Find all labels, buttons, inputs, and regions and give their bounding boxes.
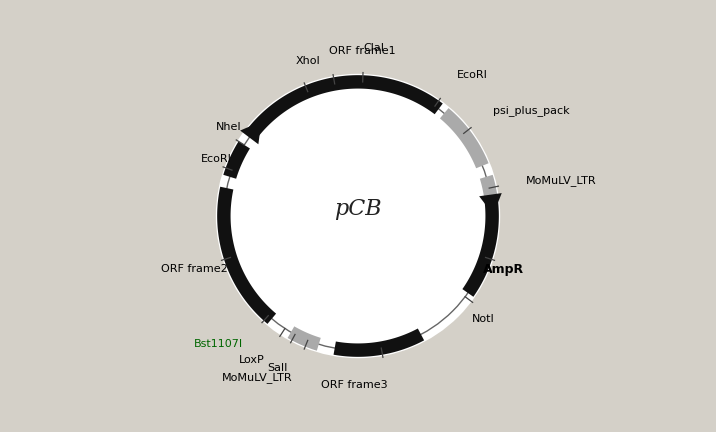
- Text: MoMuLV_LTR: MoMuLV_LTR: [222, 372, 293, 383]
- Text: ORF frame2: ORF frame2: [161, 264, 228, 274]
- Text: NheI: NheI: [216, 122, 241, 132]
- Polygon shape: [479, 193, 502, 215]
- Polygon shape: [288, 326, 321, 351]
- Text: pCB: pCB: [334, 198, 382, 220]
- Text: ORF frame3: ORF frame3: [321, 380, 388, 390]
- Text: AmpR: AmpR: [483, 264, 524, 276]
- Polygon shape: [246, 75, 442, 139]
- Polygon shape: [223, 141, 250, 179]
- Text: SalI: SalI: [267, 362, 288, 372]
- Text: MoMuLV_LTR: MoMuLV_LTR: [526, 175, 596, 186]
- Text: Bst1107I: Bst1107I: [194, 339, 243, 349]
- Polygon shape: [217, 187, 276, 324]
- Polygon shape: [463, 197, 499, 297]
- Polygon shape: [334, 328, 424, 357]
- Text: psi_plus_pack: psi_plus_pack: [493, 105, 570, 116]
- Text: ORF frame1: ORF frame1: [329, 46, 395, 56]
- Text: LoxP: LoxP: [238, 355, 264, 365]
- Text: XhoI: XhoI: [295, 56, 320, 66]
- Text: EcoRI: EcoRI: [457, 70, 488, 80]
- Polygon shape: [440, 108, 488, 168]
- Polygon shape: [480, 175, 498, 198]
- Polygon shape: [240, 121, 261, 144]
- Text: NotI: NotI: [473, 314, 495, 324]
- Text: ClaI: ClaI: [364, 44, 385, 54]
- Text: EcoRI: EcoRI: [200, 154, 231, 164]
- Circle shape: [216, 74, 500, 358]
